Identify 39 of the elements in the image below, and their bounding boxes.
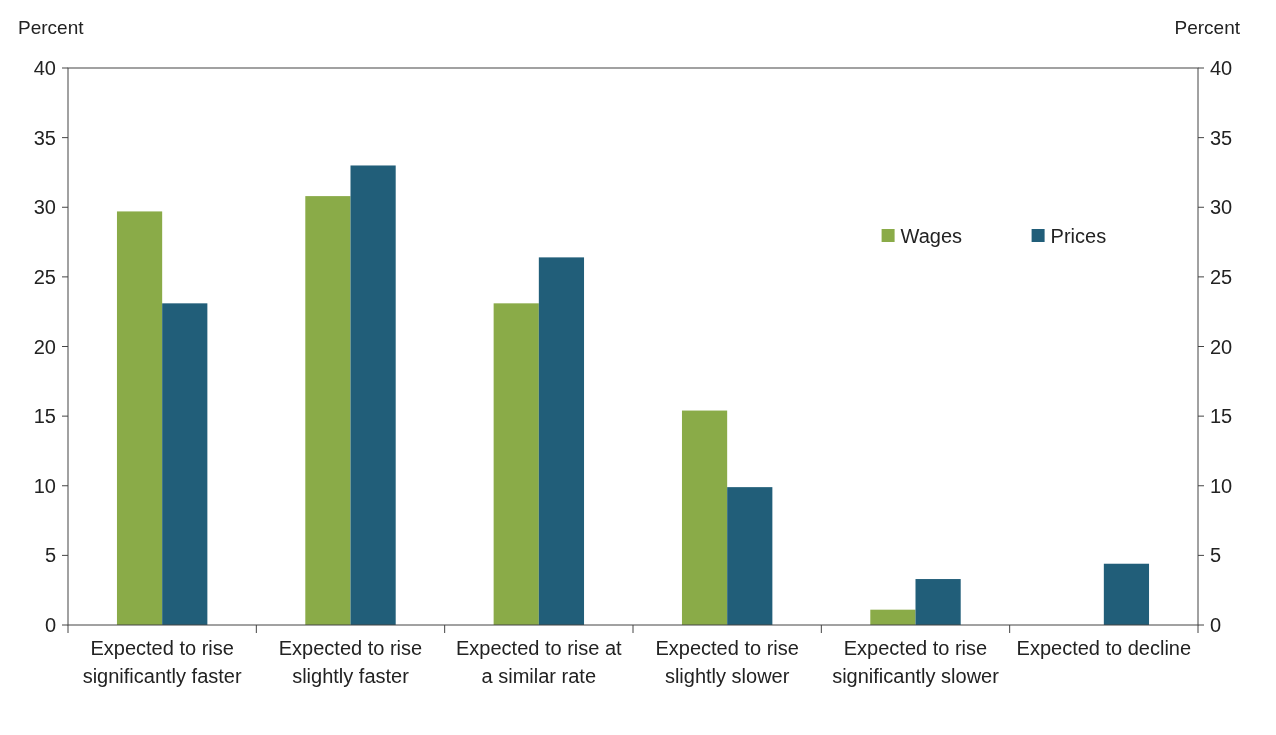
bar <box>538 257 585 625</box>
y-tick-label: 15 <box>33 405 56 428</box>
y2-tick-label: 30 <box>1210 196 1233 219</box>
bar <box>681 410 728 625</box>
y2-tick-label: 5 <box>1210 544 1222 567</box>
y2-tick-label: 10 <box>1210 474 1233 497</box>
legend-label: Prices <box>1050 225 1107 247</box>
y2-tick-label: 15 <box>1210 405 1233 428</box>
bar <box>162 303 208 625</box>
x-tick-label: Expected to rise significantly faster <box>82 637 242 687</box>
bar <box>915 579 961 625</box>
y2-tick-label: 35 <box>1210 126 1233 149</box>
y-tick-label: 5 <box>44 544 56 567</box>
x-tick-label: Expected to decline <box>1016 637 1192 659</box>
bar <box>870 609 916 625</box>
y2-tick-label: 25 <box>1210 265 1233 288</box>
x-tick-label: Expected to rise at a similar rate <box>456 637 623 687</box>
x-tick-label: Expected to rise significantly slower <box>832 637 1000 687</box>
bar <box>350 165 396 625</box>
bar <box>1103 563 1150 625</box>
y2-tick-label: 0 <box>1210 614 1222 636</box>
bar <box>727 487 773 625</box>
y-tick-label: 0 <box>44 614 56 636</box>
y2-tick-label: 40 <box>1210 57 1233 79</box>
y-tick-label: 10 <box>33 474 56 497</box>
y2-axis-title: Percent <box>1174 17 1241 38</box>
y-tick-label: 20 <box>33 335 56 358</box>
x-tick-label: Expected to rise slightly faster <box>278 637 423 687</box>
y-axis-title: Percent <box>18 17 85 38</box>
legend-label: Wages <box>900 225 963 247</box>
y-tick-label: 25 <box>33 265 56 288</box>
bar <box>305 196 351 625</box>
y-tick-label: 40 <box>33 57 56 79</box>
y-tick-label: 30 <box>33 196 56 219</box>
x-tick-label: Expected to rise slightly slower <box>655 637 799 687</box>
y2-tick-label: 20 <box>1210 335 1233 358</box>
y-tick-label: 35 <box>33 126 56 149</box>
bar <box>493 303 539 625</box>
bar <box>116 211 163 625</box>
